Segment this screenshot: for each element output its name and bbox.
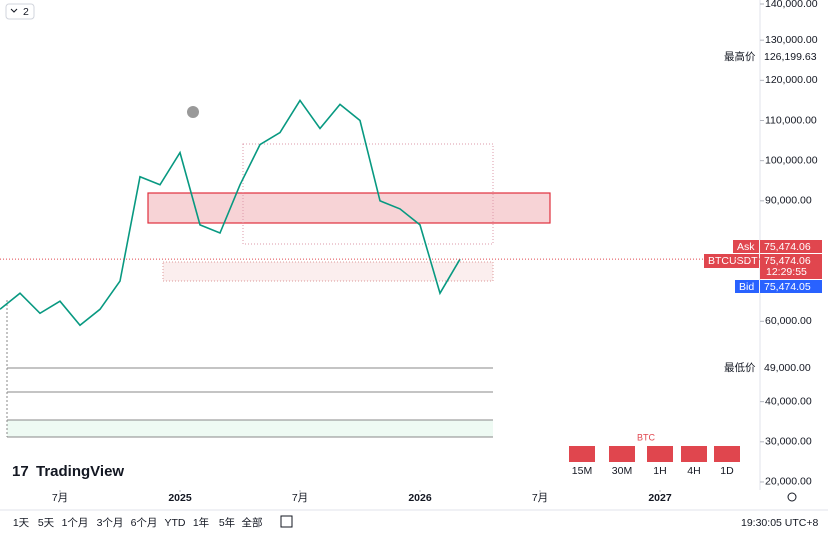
- symbol-tag: [704, 254, 759, 268]
- timeframe-button[interactable]: [681, 446, 707, 462]
- x-tick-label: 2025: [168, 492, 192, 504]
- range-button[interactable]: 6个月: [131, 517, 158, 529]
- logo-mark: 17: [12, 463, 29, 480]
- x-tick-label: 2027: [648, 492, 672, 504]
- y-tick-label: 110,000.00: [765, 114, 817, 126]
- range-button[interactable]: 5天: [38, 517, 55, 529]
- bid-value: 75,474.05: [764, 281, 811, 293]
- demand-zone: [162, 261, 494, 282]
- timeframe-button[interactable]: [569, 446, 595, 462]
- high-label: 最高价: [724, 50, 756, 63]
- collapse-count: 2: [23, 6, 29, 18]
- levels: [6, 300, 493, 438]
- collapse-button[interactable]: [5, 3, 35, 20]
- timeframe-label: 1H: [653, 465, 666, 477]
- symbol: BTCUSDT: [708, 255, 758, 267]
- logo: TradingView: [36, 463, 124, 480]
- range-button[interactable]: 1年: [193, 516, 209, 529]
- y-tick-label: 130,000.00: [765, 34, 818, 46]
- timeframe-button[interactable]: [714, 446, 740, 462]
- clock: 19:30:05 UTC+8: [741, 517, 819, 529]
- ask-label: Ask: [737, 241, 755, 253]
- ask-box: [760, 240, 822, 253]
- ask-value: 75,474.06: [764, 241, 811, 253]
- high-value: 126,199.63: [764, 51, 817, 63]
- y-tick-label: 30,000.00: [765, 436, 812, 448]
- y-tick-label: 60,000.00: [765, 315, 812, 327]
- price-line: [0, 98, 461, 327]
- countdown: 12:29:55: [766, 266, 807, 278]
- bid-box: [760, 280, 822, 293]
- last-value: 75,474.06: [764, 255, 811, 267]
- range-button[interactable]: 全部: [242, 516, 263, 529]
- x-tick-label: 7月: [532, 492, 548, 504]
- y-tick-label: 90,000.00: [765, 195, 812, 207]
- timeframe-label: 4H: [687, 465, 700, 477]
- supply-zone: [147, 192, 551, 224]
- low-label: 最低价: [724, 361, 756, 374]
- green-zone: [7, 420, 493, 437]
- settings-icon[interactable]: [787, 492, 797, 502]
- calendar-icon[interactable]: [280, 515, 293, 528]
- range-button[interactable]: 1个月: [62, 517, 89, 529]
- range-button[interactable]: 1天: [13, 517, 30, 529]
- y-tick-label: 100,000.00: [765, 154, 818, 166]
- timeframe-label: 30M: [612, 465, 632, 477]
- fib-box: [242, 143, 494, 245]
- bid-label: Bid: [739, 281, 754, 293]
- x-tick-label: 7月: [292, 492, 308, 504]
- range-button[interactable]: 3个月: [97, 517, 124, 529]
- x-tick-label: 2026: [408, 492, 432, 504]
- timeframe-button[interactable]: [647, 446, 673, 462]
- widget-title: BTC: [637, 432, 656, 442]
- timeframe-label: 15M: [572, 465, 592, 477]
- x-tick-label: 7月: [52, 492, 68, 504]
- timeframe-label: 1D: [720, 465, 734, 477]
- range-button[interactable]: 5年: [219, 516, 235, 529]
- marker: [187, 106, 199, 118]
- y-tick-label: 40,000.00: [765, 395, 812, 407]
- y-tick-label: 20,000.00: [765, 476, 812, 488]
- y-tick-label: 140,000.00: [765, 0, 818, 10]
- chevron: [10, 8, 18, 13]
- timeframe-button[interactable]: [609, 446, 635, 462]
- ask-tag: [733, 240, 759, 253]
- low-value: 49,000.00: [764, 362, 811, 374]
- last-box: [760, 254, 822, 279]
- bid-tag: [735, 280, 759, 293]
- range-button[interactable]: YTD: [165, 517, 186, 529]
- y-tick-label: 120,000.00: [765, 74, 818, 86]
